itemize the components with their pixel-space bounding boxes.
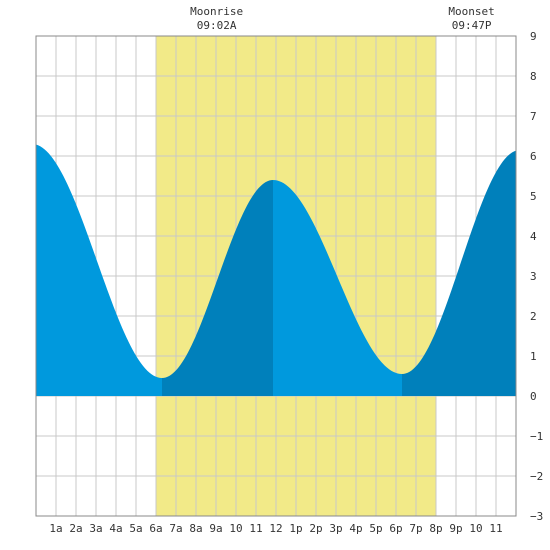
x-tick-labels: 1a 2a 3a 4a 5a 6a 7a 8a 9a 10 11 12 1p 2p 3p 4p 5p 6p 7p 8p… bbox=[49, 522, 502, 535]
x-tick-label: 1p bbox=[289, 522, 302, 535]
x-tick-label: 2p bbox=[309, 522, 322, 535]
y-tick-label: −3 bbox=[530, 510, 543, 523]
tide-area-layer bbox=[36, 144, 516, 396]
y-tick-label: 1 bbox=[530, 350, 537, 363]
tide-area-rising bbox=[402, 150, 516, 396]
y-tick-label: 5 bbox=[530, 190, 537, 203]
x-tick-label: 2a bbox=[69, 522, 82, 535]
y-tick-label: 4 bbox=[530, 230, 537, 243]
plot-frame bbox=[35, 35, 517, 517]
x-tick-label: 8a bbox=[189, 522, 202, 535]
x-tick-label: 10 bbox=[229, 522, 242, 535]
x-tick-label: 4p bbox=[349, 522, 362, 535]
x-tick-label: 7p bbox=[409, 522, 422, 535]
x-tick-label: 3p bbox=[329, 522, 342, 535]
x-tick-label: 11 bbox=[249, 522, 262, 535]
x-tick-label: 7a bbox=[169, 522, 182, 535]
x-tick-label: 6p bbox=[389, 522, 402, 535]
x-tick-label: 12 bbox=[269, 522, 282, 535]
y-tick-label: 2 bbox=[530, 310, 537, 323]
y-tick-label: 9 bbox=[530, 30, 537, 43]
x-tick-label: 6a bbox=[149, 522, 162, 535]
header: Moonrise 09:02A Moonset 09:47P bbox=[190, 5, 495, 32]
moonset-time: 09:47P bbox=[452, 19, 492, 32]
y-tick-label: 6 bbox=[530, 150, 537, 163]
x-tick-label: 8p bbox=[429, 522, 442, 535]
y-tick-label: 8 bbox=[530, 70, 537, 83]
y-tick-labels: 9 8 7 6 5 4 3 2 1 0 −1 −2 −3 bbox=[530, 30, 543, 523]
x-tick-label: 1a bbox=[49, 522, 62, 535]
moonrise-label: Moonrise bbox=[190, 5, 243, 18]
tide-area-falling bbox=[36, 144, 162, 396]
x-tick-label: 5a bbox=[129, 522, 142, 535]
y-tick-label: −2 bbox=[530, 470, 543, 483]
tide-area-rising bbox=[162, 180, 273, 396]
y-tick-label: 3 bbox=[530, 270, 537, 283]
y-tick-label: −1 bbox=[530, 430, 543, 443]
x-tick-label: 9p bbox=[449, 522, 462, 535]
y-tick-label: 0 bbox=[530, 390, 537, 403]
moonrise-time: 09:02A bbox=[197, 19, 237, 32]
x-tick-label: 5p bbox=[369, 522, 382, 535]
x-tick-label: 4a bbox=[109, 522, 122, 535]
x-tick-label: 3a bbox=[89, 522, 102, 535]
moonset-label: Moonset bbox=[448, 5, 494, 18]
x-tick-label: 10 bbox=[469, 522, 482, 535]
x-tick-label: 9a bbox=[209, 522, 222, 535]
y-tick-label: 7 bbox=[530, 110, 537, 123]
x-tick-label: 11 bbox=[489, 522, 502, 535]
tide-area-falling bbox=[273, 180, 402, 396]
